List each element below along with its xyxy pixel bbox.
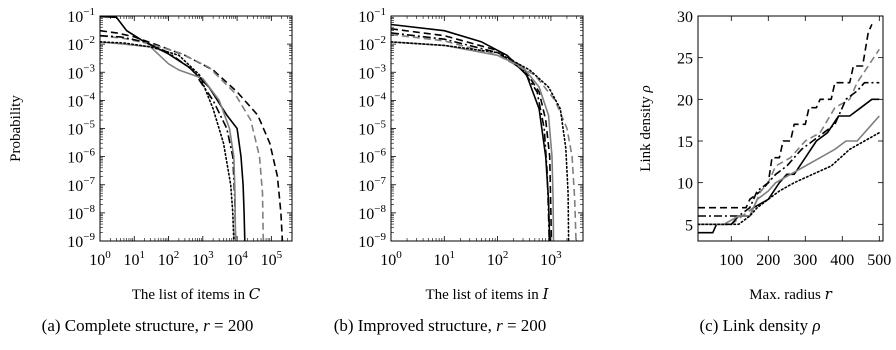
series-dotted-black bbox=[391, 41, 570, 241]
series-dotted-black bbox=[100, 41, 235, 241]
plot-frame bbox=[390, 15, 584, 242]
series-dashed-black bbox=[100, 29, 284, 241]
x-tick-label: 101 bbox=[434, 249, 456, 269]
caption-c-var: ρ bbox=[812, 316, 821, 335]
caption-a-suffix: = 200 bbox=[209, 316, 254, 335]
caption-a-prefix: (a) bbox=[41, 316, 65, 335]
x-tick-label: 103 bbox=[192, 249, 214, 269]
y-tick-label: 10−4 bbox=[358, 90, 386, 110]
series-dashdot-black bbox=[100, 34, 237, 241]
caption-b-text: Improved structure, bbox=[357, 316, 497, 335]
y-tick-label: 10−4 bbox=[67, 90, 95, 110]
x-tick-label: 100 bbox=[89, 249, 111, 269]
x-tick-label: 500 bbox=[867, 252, 891, 269]
y-tick-label: 10−2 bbox=[358, 34, 386, 54]
y-tick-label: 10−7 bbox=[358, 175, 386, 195]
y-tick-label: 10−2 bbox=[67, 34, 95, 54]
caption-b: (b) Improved structure, r = 200 bbox=[300, 316, 580, 336]
y-tick-label: 10−3 bbox=[358, 62, 386, 82]
y-tick-label: 15 bbox=[677, 134, 693, 151]
y-tick-label: 30 bbox=[677, 9, 693, 26]
x-tick-label: 104 bbox=[226, 249, 248, 269]
plot-frame bbox=[697, 15, 884, 242]
series-solid-black bbox=[100, 16, 246, 241]
caption-c: (c) Link density ρ bbox=[640, 316, 880, 336]
series-dotted-black bbox=[698, 131, 881, 226]
series-solid-gray bbox=[391, 41, 555, 241]
series-solid-black bbox=[391, 23, 551, 241]
series-solid-black bbox=[698, 98, 880, 234]
x-tick-label: 103 bbox=[540, 249, 562, 269]
x-tick-label: 100 bbox=[719, 252, 743, 269]
y-tick-label: 5 bbox=[685, 217, 693, 234]
x-tick-label: 105 bbox=[261, 249, 283, 269]
x-tick-label: 102 bbox=[158, 249, 180, 269]
caption-b-prefix: (b) bbox=[333, 316, 358, 335]
panel-c-chart: 100 200 300 400 500 5 10 15 20 25 30 Max. radius r L… bbox=[638, 9, 891, 303]
series-dashdot-black bbox=[391, 32, 550, 241]
y-tick-label: 20 bbox=[677, 92, 693, 109]
panel-b-chart: 100 101 102 103 10−9 10−8 10−7 10−6 10−5 10−4 10−3… bbox=[358, 6, 584, 303]
caption-c-prefix: (c) bbox=[699, 316, 723, 335]
y-tick-label: 25 bbox=[677, 51, 693, 68]
y-tick-label: 10−1 bbox=[67, 6, 95, 26]
series-dashed-gray bbox=[698, 48, 880, 226]
y-tick-label: 10−6 bbox=[358, 147, 386, 167]
panel-a-chart: 100 101 102 103 104 105 10−9 10−8 10−7 10−6 10−5 10… bbox=[8, 6, 293, 303]
y-tick-label: 10−8 bbox=[67, 203, 95, 223]
x-tick-label: 102 bbox=[487, 249, 509, 269]
y-tick-label: 10−8 bbox=[358, 203, 386, 223]
y-axis-label: Link density ρ bbox=[638, 85, 654, 171]
caption-a-text: Complete structure, bbox=[64, 316, 204, 335]
x-axis-label: Max. radius r bbox=[749, 285, 832, 303]
caption-b-suffix: = 200 bbox=[502, 316, 547, 335]
caption-a-var: r bbox=[203, 316, 210, 335]
x-tick-label: 100 bbox=[380, 249, 402, 269]
y-tick-label: 10−5 bbox=[67, 119, 95, 139]
y-tick-label: 10−5 bbox=[358, 119, 386, 139]
x-tick-label: 300 bbox=[793, 252, 817, 269]
plot-frame bbox=[99, 15, 293, 242]
series-dashed-gray bbox=[391, 33, 577, 241]
series-dashed-gray bbox=[100, 34, 265, 241]
series-solid-gray bbox=[698, 115, 880, 226]
x-tick-label: 101 bbox=[124, 249, 146, 269]
series-dashed-black bbox=[391, 28, 553, 241]
caption-b-var: r bbox=[496, 316, 503, 335]
y-tick-label: 10−9 bbox=[358, 231, 386, 251]
y-tick-label: 10 bbox=[677, 176, 693, 193]
y-tick-label: 10−9 bbox=[67, 231, 95, 251]
x-axis-label: The list of items in I bbox=[425, 285, 549, 303]
caption-a: (a) Complete structure, r = 200 bbox=[0, 316, 295, 336]
caption-c-text: Link density bbox=[722, 316, 813, 335]
x-tick-label: 200 bbox=[756, 252, 780, 269]
y-axis-label: Probability bbox=[8, 95, 24, 162]
y-tick-label: 10−1 bbox=[358, 6, 386, 26]
y-tick-label: 10−6 bbox=[67, 147, 95, 167]
series-dashdot-black bbox=[698, 81, 880, 217]
y-tick-label: 10−3 bbox=[67, 62, 95, 82]
x-tick-label: 400 bbox=[830, 252, 854, 269]
y-tick-label: 10−7 bbox=[67, 175, 95, 195]
x-axis-label: The list of items in C bbox=[132, 285, 261, 303]
